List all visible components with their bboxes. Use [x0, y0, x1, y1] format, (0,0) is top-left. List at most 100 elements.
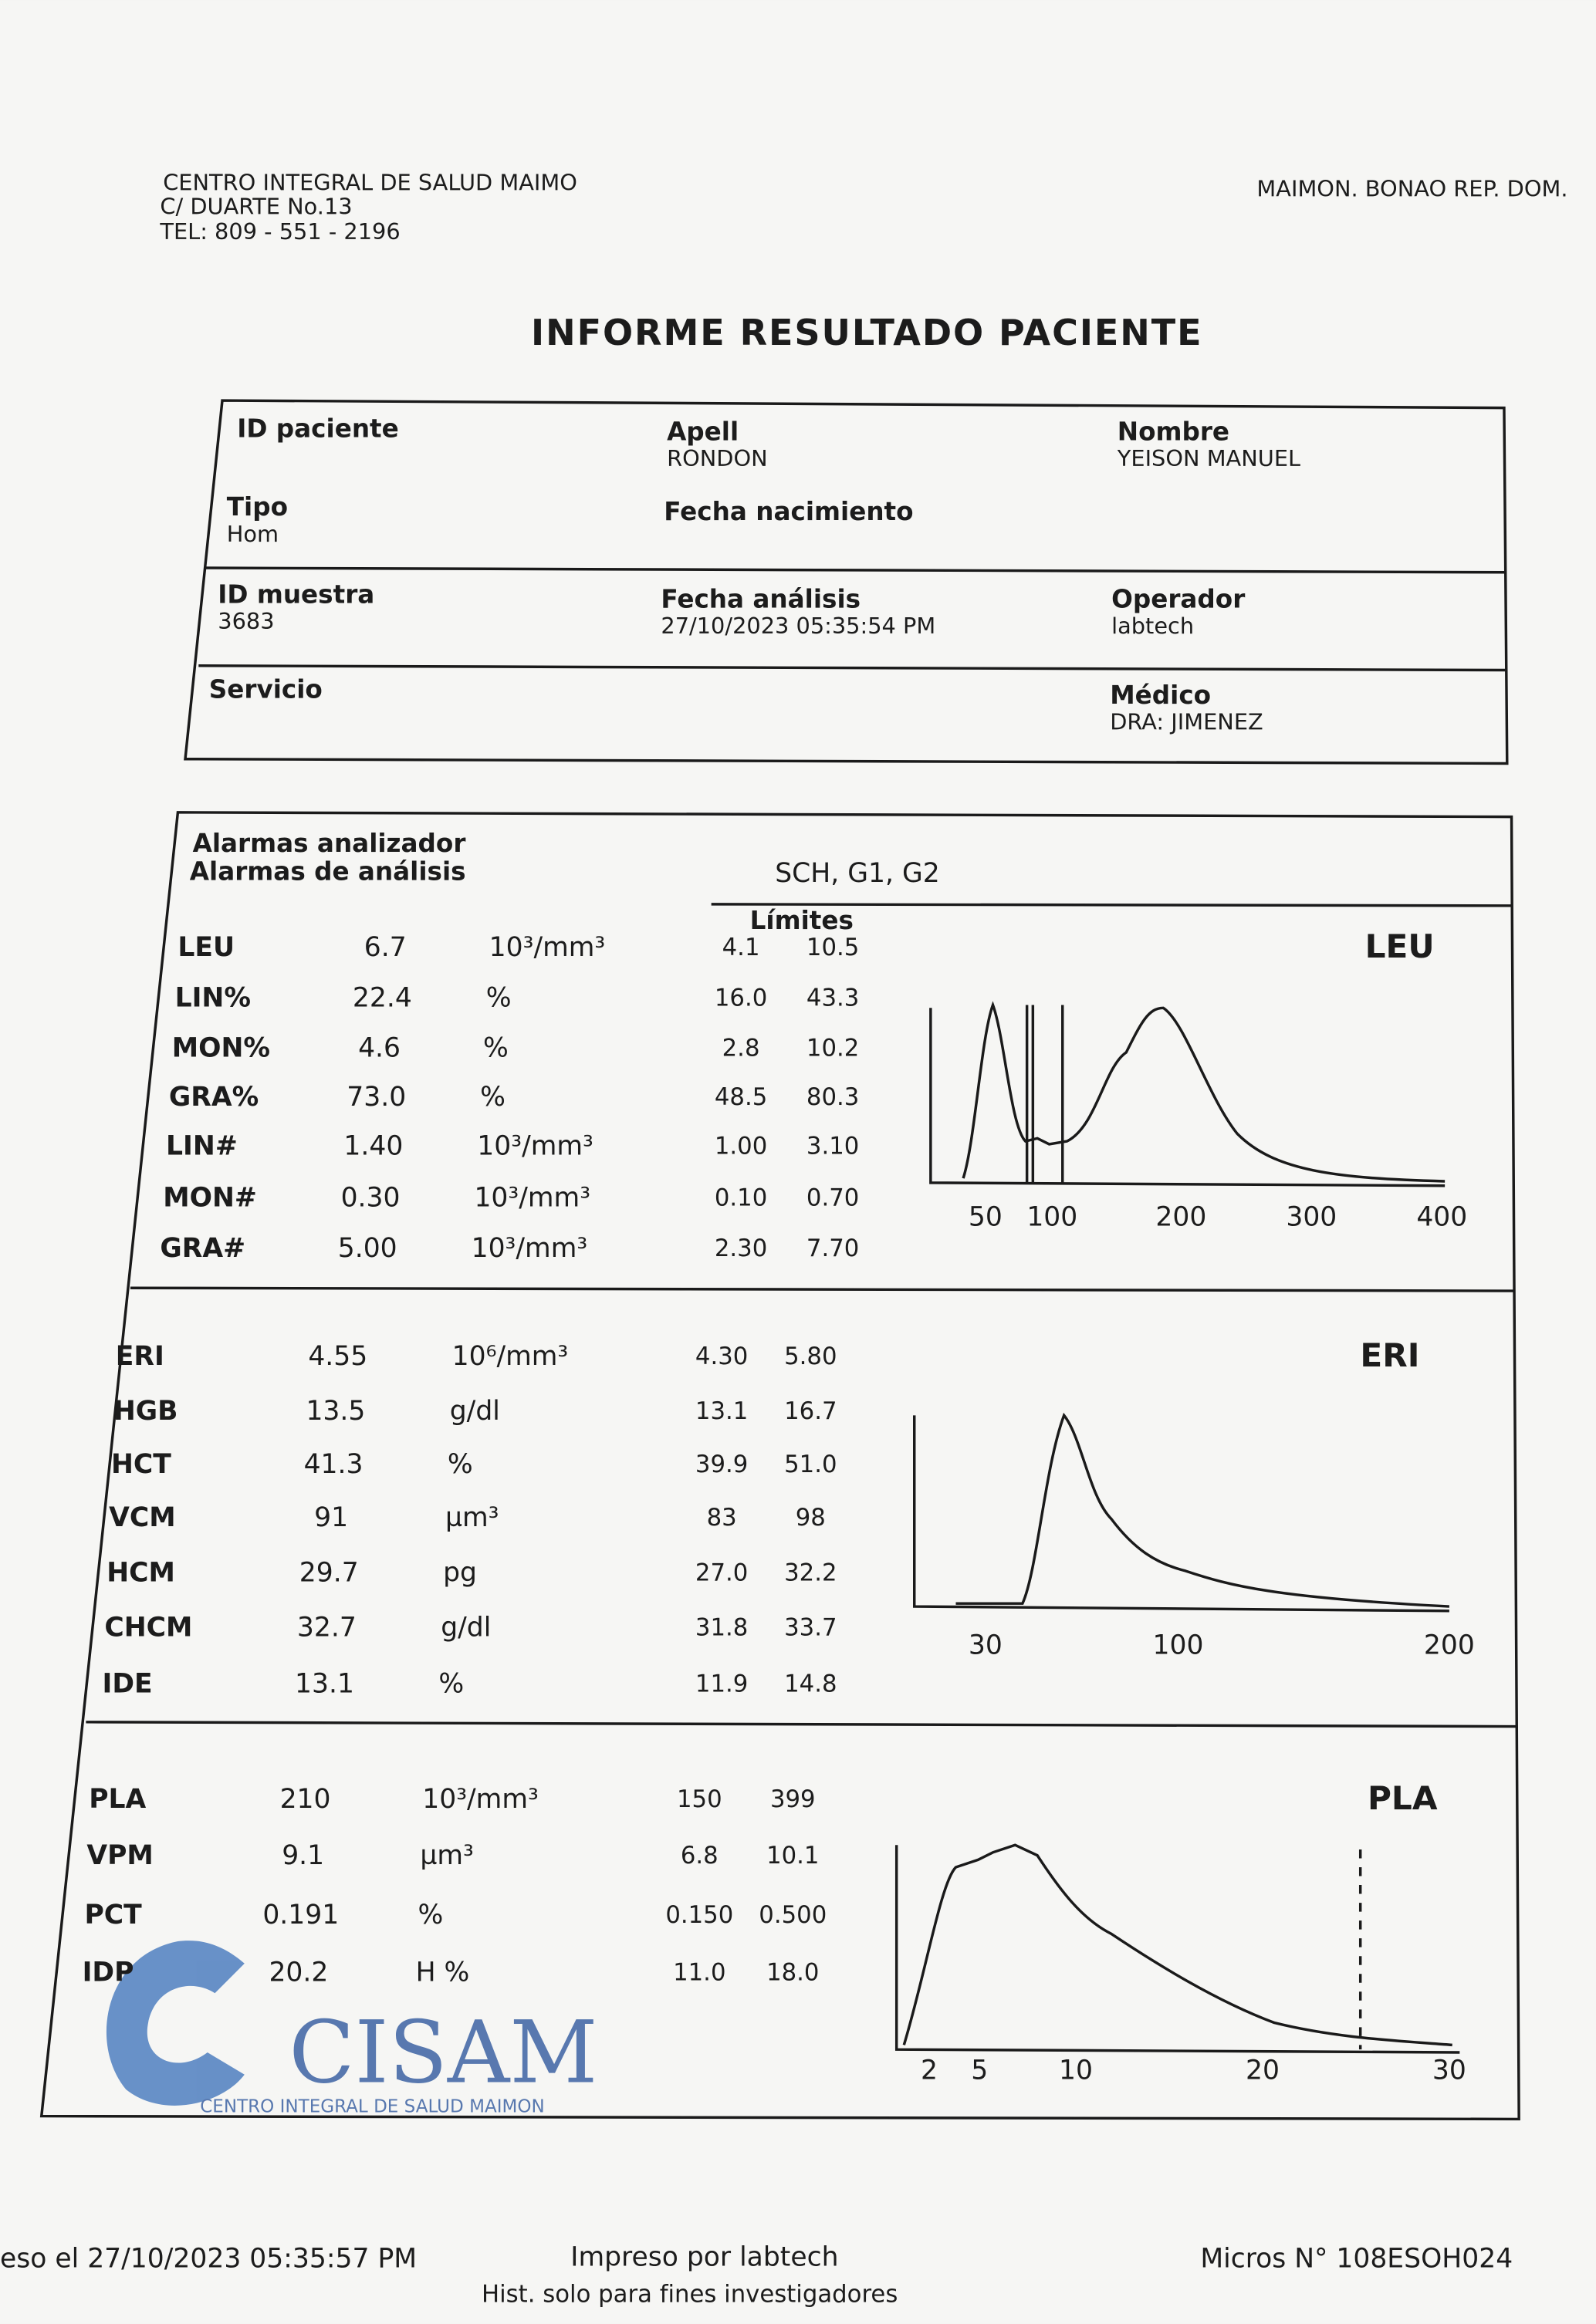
- param-value: 41.3: [304, 1449, 363, 1480]
- axis-label: 20: [1246, 2055, 1280, 2086]
- param-value: 1.40: [343, 1130, 403, 1161]
- limit-high: 7.70: [806, 1235, 859, 1262]
- org-tel: TEL: 809 - 551 - 2196: [159, 218, 400, 245]
- param-value: 29.7: [299, 1557, 359, 1588]
- param-unit: 10³/mm³: [477, 1130, 593, 1161]
- printed-at: eso el 27/10/2023 05:35:57 PM: [0, 2243, 417, 2274]
- field-value: 3683: [218, 608, 274, 634]
- limit-high: 10.1: [766, 1842, 819, 1870]
- limit-low: 48.5: [715, 1083, 767, 1111]
- limit-low: 13.1: [695, 1397, 748, 1425]
- limit-low: 11.9: [695, 1670, 748, 1697]
- param-name: GRA#: [160, 1233, 245, 1264]
- results-box: [39, 811, 1520, 2121]
- field-label: ID muestra: [218, 580, 374, 610]
- field-label: Apell: [667, 417, 739, 446]
- param-value: 13.5: [306, 1396, 365, 1427]
- param-value: 32.7: [297, 1612, 357, 1643]
- limit-high: 80.3: [806, 1083, 859, 1111]
- leu-histogram: [929, 1001, 1446, 1187]
- limit-low: 39.9: [695, 1451, 748, 1478]
- param-name: HCT: [111, 1449, 171, 1480]
- histogram-title: ERI: [1360, 1336, 1419, 1374]
- limit-low: 2.8: [722, 1035, 760, 1062]
- stamp-text: CENTRO INTEGRAL DE SALUD MAIMON: [200, 2097, 545, 2117]
- field-label: ID paciente: [237, 414, 399, 443]
- axis-label: 100: [1153, 1630, 1204, 1660]
- param-unit: %: [418, 1900, 443, 1930]
- param-unit: g/dl: [450, 1396, 500, 1427]
- param-value: 4.6: [358, 1033, 401, 1064]
- param-unit: 10³/mm³: [474, 1183, 590, 1214]
- limit-low: 4.30: [695, 1343, 748, 1370]
- param-unit: g/dl: [441, 1612, 491, 1643]
- param-value: 0.30: [341, 1183, 401, 1214]
- logo: [106, 1941, 245, 2106]
- limit-low: 31.8: [695, 1613, 748, 1641]
- axis-label: 30: [969, 1630, 1003, 1660]
- field-label: Fecha análisis: [661, 584, 861, 613]
- field-label: Tipo: [227, 492, 288, 522]
- limit-low: 27.0: [695, 1559, 748, 1586]
- field-label: Nombre: [1118, 417, 1229, 446]
- param-name: PLA: [89, 1784, 146, 1815]
- param-unit: µm³: [445, 1502, 499, 1533]
- field-value: Hom: [227, 521, 279, 547]
- field-value: RONDON: [667, 445, 768, 471]
- param-value: 210: [280, 1784, 331, 1815]
- limit-high: 0.500: [759, 1901, 827, 1929]
- printed-by: Impreso por labtech: [570, 2241, 838, 2272]
- stamp: CISAM CENTRO INTEGRAL DE SALUD MAIMON: [106, 1941, 597, 2117]
- param-unit: %: [448, 1449, 473, 1480]
- axis: [913, 1415, 1449, 1613]
- limit-high: 98: [796, 1504, 826, 1532]
- divider: [198, 664, 1506, 672]
- param-value: 20.2: [269, 1957, 328, 1988]
- report-title: INFORME RESULTADO PACIENTE: [531, 312, 1203, 353]
- param-value: 73.0: [347, 1082, 406, 1113]
- axis-label: 400: [1416, 1201, 1467, 1232]
- limit-low: 1.00: [715, 1132, 767, 1160]
- param-unit: 10³/mm³: [472, 1233, 588, 1264]
- curve: [955, 1412, 1449, 1608]
- logo-text: CISAM: [289, 2004, 597, 2103]
- field-value: labtech: [1111, 613, 1194, 639]
- curve: [962, 1001, 1446, 1183]
- limit-high: 33.7: [784, 1613, 837, 1641]
- axis: [894, 1845, 1460, 2054]
- param-value: 4.55: [308, 1341, 367, 1372]
- axis-label: 2: [921, 2055, 938, 2086]
- field-label: Servicio: [209, 674, 323, 704]
- param-name: GRA%: [169, 1082, 259, 1113]
- limit-low: 11.0: [673, 1959, 725, 1987]
- param-name: VCM: [109, 1502, 175, 1533]
- axis-label: 200: [1155, 1201, 1206, 1232]
- axis-label: 300: [1286, 1201, 1337, 1232]
- threshold: [1025, 1005, 1064, 1183]
- param-name: LIN%: [175, 982, 251, 1013]
- divider: [204, 566, 1506, 574]
- org-address: C/ DUARTE No.13: [160, 193, 352, 219]
- limit-high: 10.2: [806, 1035, 859, 1062]
- limit-low: 83: [707, 1504, 737, 1532]
- param-value: 22.4: [353, 982, 412, 1013]
- param-unit: µm³: [420, 1840, 473, 1871]
- field-label: Operador: [1111, 584, 1245, 613]
- limit-high: 399: [770, 1785, 816, 1813]
- curve: [902, 1843, 1452, 2047]
- histogram-title: LEU: [1365, 927, 1435, 965]
- axis-label: 200: [1424, 1630, 1475, 1660]
- limit-low: 150: [677, 1785, 722, 1813]
- param-unit: 10³/mm³: [489, 932, 606, 963]
- param-value: 13.1: [295, 1668, 354, 1699]
- param-name: HGB: [113, 1396, 178, 1427]
- limit-high: 43.3: [806, 984, 859, 1012]
- param-value: 5.00: [338, 1233, 397, 1264]
- param-name: LEU: [178, 932, 235, 963]
- limit-high: 3.10: [806, 1132, 859, 1160]
- param-name: MON%: [172, 1033, 270, 1064]
- param-unit: %: [486, 982, 512, 1013]
